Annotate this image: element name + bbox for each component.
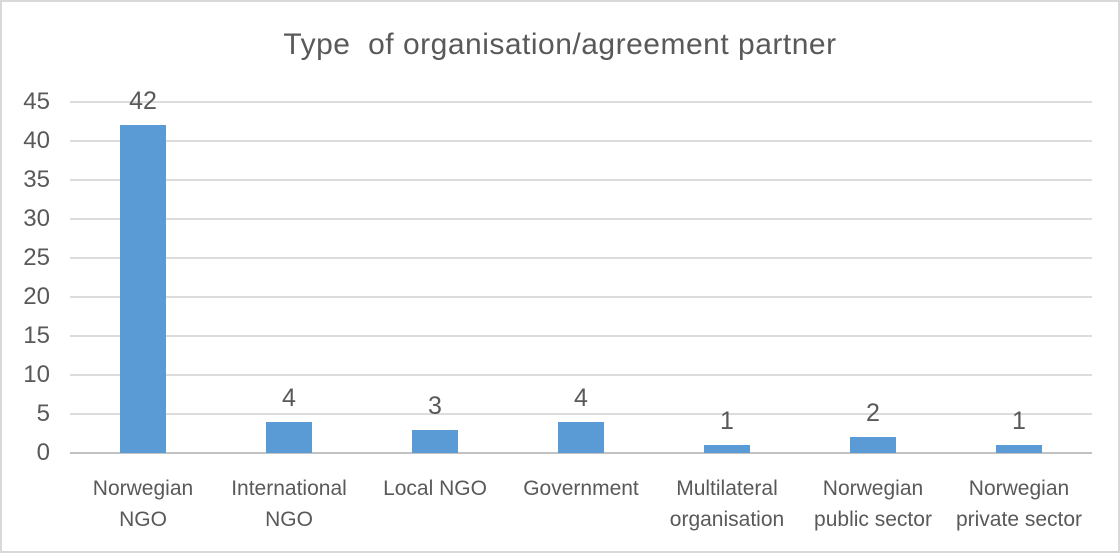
gridline [70,374,1092,376]
category-label-line: public sector [814,508,932,531]
gridline [70,296,1092,298]
category-label-line: Norwegian [822,477,924,500]
bar-slot: 2 [800,102,946,453]
category-label-line: Government [523,477,639,500]
bar-slot: 1 [946,102,1092,453]
bar-slot: 3 [362,102,508,453]
bar [996,445,1042,453]
x-axis: Norwegian NGO International NGO Local NGO Gov… [70,473,1092,543]
y-tick-label: 25 [23,244,50,271]
category-label: International NGO [210,473,368,535]
y-tick-label: 40 [23,127,50,154]
gridline [70,257,1092,259]
gridline [70,413,1092,415]
category-label-line: Norwegian [968,477,1070,500]
category-label-line: Norwegian [92,477,194,500]
y-tick-label: 45 [23,88,50,115]
bar-value-label: 3 [428,391,442,420]
bar [120,125,166,453]
bar-value-label: 1 [1012,407,1026,436]
bar-slot: 4 [216,102,362,453]
bar [704,445,750,453]
bar [850,437,896,453]
bar [412,429,458,453]
bar-value-label: 42 [129,87,157,116]
y-tick-label: 15 [23,322,50,349]
x-axis-line [70,452,1092,454]
bar-slot: 42 [70,87,216,453]
y-tick-label: 10 [23,361,50,388]
bar-value-label: 2 [866,399,880,428]
category-label-line: private sector [955,508,1083,531]
category-label-line: Local NGO [383,477,487,500]
gridline [70,101,1092,103]
bar-value-label: 1 [720,407,734,436]
category-label-line: NGO [119,508,167,531]
y-axis: 0 5 10 15 20 25 30 35 40 45 [2,89,50,466]
category-label: Local NGO [356,473,514,504]
y-tick-label: 20 [23,283,50,310]
y-tick-label: 35 [23,166,50,193]
category-label: Norwegian public sector [794,473,952,535]
bar-value-label: 4 [574,383,588,412]
category-label: Norwegian NGO [64,473,222,535]
y-tick-label: 5 [36,400,50,427]
bar-slot: 1 [654,102,800,453]
y-tick-label: 0 [36,439,50,466]
plot-area: 42 4 3 4 1 2 1 [70,87,1092,454]
category-label: Multilateral organisation [648,473,806,535]
bar [266,421,312,453]
category-label-line: NGO [265,508,313,531]
category-label-line: Multilateral [676,477,778,500]
category-label-line: organisation [669,508,785,531]
category-label: Norwegian private sector [940,473,1098,535]
gridline [70,218,1092,220]
bar [558,421,604,453]
category-label-line: International [231,477,347,500]
gridline [70,335,1092,337]
category-label: Government [502,473,660,504]
chart-title: Type of organisation/agreement partner [283,28,837,61]
y-tick-label: 30 [23,205,50,232]
gridline [70,179,1092,181]
bar-value-label: 4 [282,383,296,412]
bar-slot: 4 [508,102,654,453]
gridline [70,140,1092,142]
